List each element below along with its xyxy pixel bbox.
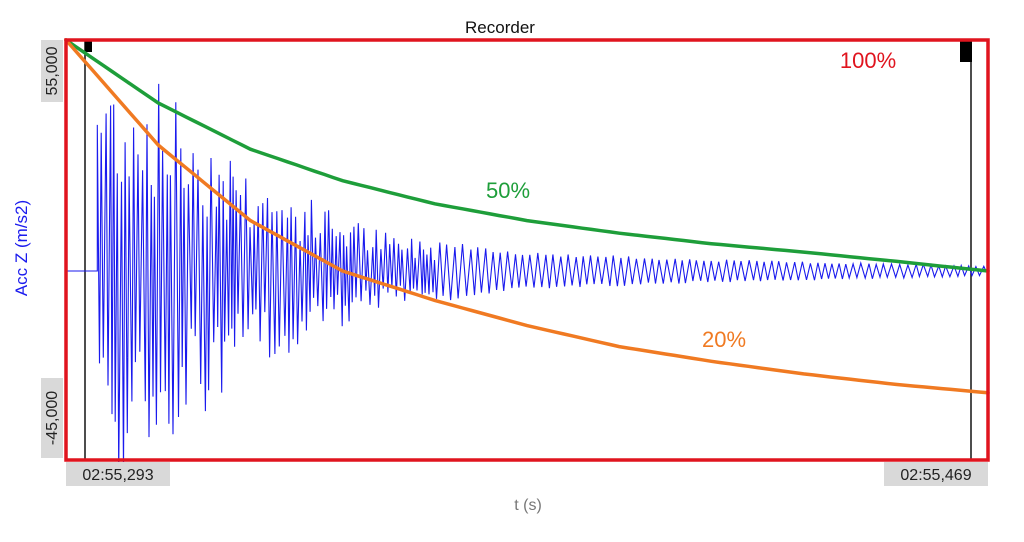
frame-100-percent	[64, 38, 990, 462]
decay-curve-20-percent	[64, 38, 990, 395]
x-end-label: 02:55,469	[900, 467, 971, 484]
x-start-label: 02:55,293	[82, 467, 153, 484]
start-cursor-marker	[85, 40, 92, 52]
x-end-label-box	[884, 462, 988, 486]
y-min-label-box	[41, 378, 63, 458]
y-max-label-box	[41, 40, 63, 102]
end-cursor-marker	[960, 40, 972, 62]
x-start-label-box	[66, 462, 170, 486]
decay-curve-50-percent	[64, 38, 990, 273]
annotation-50-percent: 50%	[486, 178, 530, 203]
plot-area	[64, 38, 990, 473]
acc-z-signal-line	[66, 83, 987, 473]
annotation-20-percent: 20%	[702, 327, 746, 352]
y-min-label: -45,000	[44, 391, 61, 445]
y-max-label: 55,000	[44, 46, 61, 95]
y-axis-label: Acc Z (m/s2)	[12, 200, 31, 296]
chart-title: Recorder	[465, 18, 535, 37]
annotation-100-percent: 100%	[840, 48, 896, 73]
x-axis-label: t (s)	[514, 497, 542, 514]
